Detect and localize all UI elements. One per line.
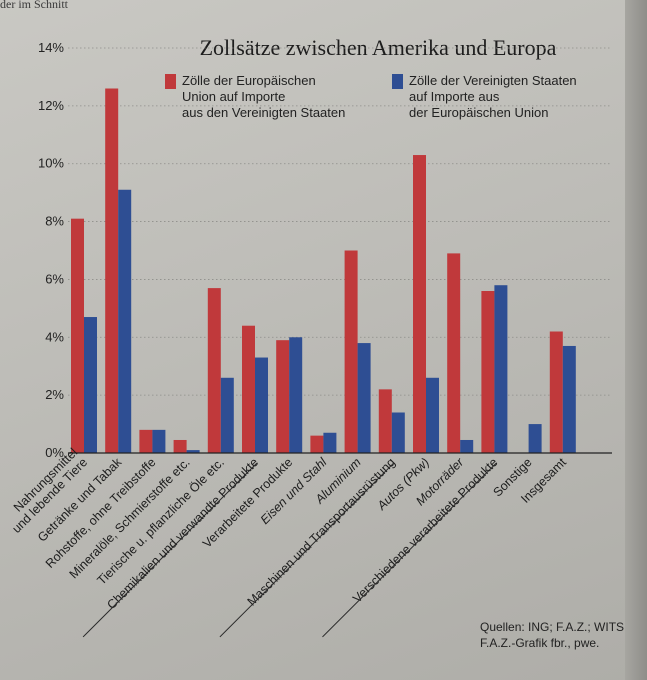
- y-axis-tick-labels: 0% 2% 4% 6% 8% 10% 12% 14%: [38, 40, 64, 460]
- y-tick-label: 14%: [38, 40, 64, 55]
- y-tick-label: 2%: [45, 387, 64, 402]
- bar-eu-0: [71, 218, 84, 453]
- bar-us-9: [391, 412, 405, 453]
- bar-eu-5: [242, 325, 255, 453]
- bar-us-10: [426, 377, 439, 453]
- legend-label-line: Zölle der Vereinigten Staaten: [409, 73, 577, 88]
- bar-us-1: [118, 189, 132, 453]
- y-tick-label: 0%: [45, 445, 64, 460]
- bar-us-13: [528, 424, 542, 453]
- bar-us-0: [84, 317, 97, 453]
- bar-us-12: [494, 285, 508, 453]
- bar-us-11: [460, 439, 474, 453]
- bar-eu-10: [413, 155, 426, 454]
- legend-label-line: auf Importe aus: [409, 89, 500, 104]
- legend-swatch-us: [392, 74, 403, 89]
- grid-lines: [68, 47, 612, 396]
- source-note: Quellen: ING; F.A.Z.; WITS F.A.Z.-Grafik…: [480, 620, 624, 650]
- leader-line: [322, 462, 497, 638]
- legend-swatch-eu: [165, 74, 176, 89]
- bar-eu-3: [173, 439, 187, 453]
- bar-eu-7: [310, 435, 324, 453]
- leader-line: [82, 462, 258, 638]
- chart-title: Zollsätze zwischen Amerika und Europa: [200, 35, 557, 60]
- source-line-1: Quellen: ING; F.A.Z.; WITS: [480, 620, 624, 634]
- legend-label-line: Union auf Importe: [182, 89, 285, 104]
- bar-us-8: [357, 343, 371, 453]
- bar-eu-4: [207, 288, 221, 453]
- bar-us-6: [289, 337, 303, 453]
- bar-eu-9: [378, 389, 392, 453]
- y-tick-label: 6%: [45, 271, 64, 286]
- y-tick-label: 8%: [45, 214, 64, 229]
- bar-us-4: [220, 377, 234, 453]
- bar-eu-1: [105, 88, 119, 453]
- bar-eu-12: [481, 291, 495, 453]
- bar-eu-11: [447, 253, 461, 453]
- category-label-line: Tierische u. pflanzliche Öle etc.: [95, 455, 227, 587]
- paper-edge: [625, 0, 647, 680]
- category-label: Tierische u. pflanzliche Öle etc.: [95, 455, 227, 587]
- bar-eu-2: [139, 429, 153, 453]
- y-tick-label: 12%: [38, 98, 64, 113]
- bars: [71, 88, 576, 454]
- bar-eu-6: [276, 340, 290, 453]
- bar-us-3: [186, 450, 200, 453]
- legend-label-line: aus den Vereinigten Staaten: [182, 105, 345, 120]
- bar-us-14: [562, 345, 576, 453]
- source-line-2: F.A.Z.-Grafik fbr., pwe.: [480, 636, 599, 650]
- leader-line: [219, 462, 395, 638]
- previous-article-snippet: der im Schnitt: [0, 0, 68, 11]
- bar-eu-8: [344, 250, 358, 453]
- bar-eu-14: [549, 331, 563, 453]
- legend-label-line: Zölle der Europäischen: [182, 73, 316, 88]
- y-tick-label: 10%: [38, 156, 64, 171]
- y-tick-label: 4%: [45, 329, 64, 344]
- bar-us-2: [152, 429, 166, 453]
- bar-us-7: [323, 432, 337, 453]
- legend-label-line: der Europäischen Union: [409, 105, 548, 120]
- label-leader-lines: [82, 462, 497, 638]
- bar-us-5: [255, 357, 268, 453]
